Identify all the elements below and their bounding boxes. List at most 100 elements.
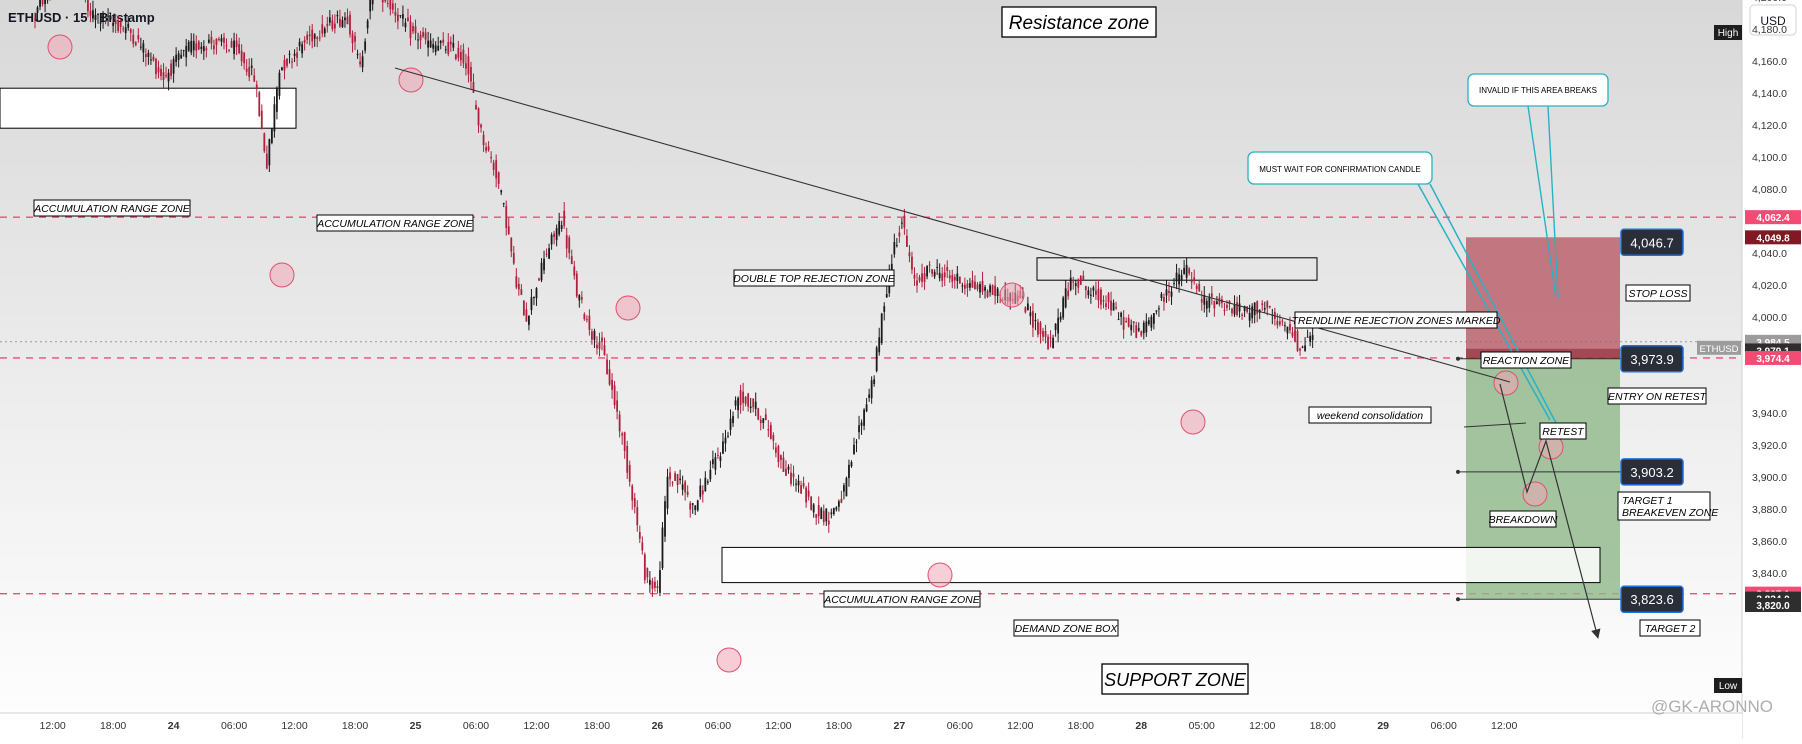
candle-body [1312,335,1314,340]
candle-body [750,407,752,408]
resistance-zone-text: Resistance zone [1009,13,1149,34]
candle-body [924,273,926,282]
candle-body [173,59,175,74]
symbol-tag-label: ETHUSD [1699,344,1738,355]
candle-body [294,54,296,56]
candle-body [1307,337,1309,338]
candle-body [218,39,220,40]
time-tick-label: 12:00 [39,720,65,732]
candle-body [853,445,855,454]
candle-body [286,59,288,66]
candle-body [873,379,875,384]
candle-body [223,37,225,42]
candle-body [1284,325,1286,326]
candle-body [641,542,643,550]
candle-body [987,291,989,297]
candle-body [783,458,785,472]
candle-body [621,434,623,436]
candle-body [190,41,192,53]
demand-zone-box [722,547,1600,582]
candle-body [158,67,160,72]
candle-body [551,235,553,245]
candle-body [1261,303,1263,305]
candle-body [226,45,228,46]
support-zone-text: SUPPORT ZONE [1104,670,1247,690]
accumulation-label-1: ACCUMULATION RANGE ZONE [33,203,191,215]
candle-body [1108,293,1110,302]
candle-body [871,380,873,398]
candle-body [694,505,696,510]
candle-body [1037,322,1039,335]
candle-body [198,42,200,50]
candle-body [319,38,321,39]
candle-body [463,50,465,64]
candle-body [402,14,404,18]
candle-body [1292,332,1294,336]
candle-body [1173,283,1175,284]
candle-body [810,497,812,510]
candle-body [546,254,548,255]
candle-body [238,44,240,53]
candle-body [372,0,374,4]
candle-body [662,527,664,568]
candle-body [1234,305,1236,315]
candle-body [626,446,628,473]
candle-body [596,345,598,349]
entry-line-dot [1456,357,1460,361]
candle-body [304,40,306,42]
candle-body [1032,311,1034,327]
candle-body [752,399,754,408]
time-tick-label: 12:00 [765,720,791,732]
candle-body [316,37,318,39]
candle-body [513,253,515,264]
candle-body [251,66,253,68]
candle-body [1062,298,1064,318]
candle-body [1183,268,1185,274]
candle-body [447,42,449,54]
candle-body [568,237,570,253]
candle-body [636,507,638,525]
candle-body [1105,303,1107,307]
price-axis-tag-label: 3,820.0 [1756,601,1790,612]
candle-body [941,274,943,281]
candle-body [654,582,656,588]
time-tick-label: 12:00 [281,720,307,732]
candle-body [1080,276,1082,285]
candle-body [1065,288,1067,307]
candle-body [178,53,180,59]
price-tick-label: 3,880.0 [1752,504,1787,516]
candle-body [576,274,578,297]
candle-body [954,277,956,281]
candle-body [601,337,603,341]
price-tick-label: 4,020.0 [1752,280,1787,292]
candle-body [1297,331,1299,351]
candle-body [536,288,538,298]
candle-body [790,473,792,484]
candle-body [672,482,674,483]
candle-body [394,12,396,16]
stop-loss-label: STOP LOSS [1629,288,1688,300]
candle-body [279,73,281,96]
candle-body [725,438,727,444]
candle-body [856,442,858,443]
candle-body [1188,269,1190,274]
candle-body [183,50,185,51]
candle-body [175,55,177,62]
high-chip-label: High [1718,28,1739,39]
candle-body [452,43,454,48]
price-axis-tag-label: 3,974.4 [1756,354,1790,365]
candle-body [757,408,759,419]
candle-body [553,234,555,238]
candle-body [876,348,878,371]
candle-body [866,404,868,411]
candle-body [674,473,676,481]
circle-accumulation-low [928,563,952,587]
candle-body [112,23,114,26]
candle-body [659,570,661,593]
candle-body [644,554,646,580]
candle-body [946,267,948,271]
candle-body [195,43,197,50]
candle-body [1176,273,1178,282]
candle-body [211,37,213,44]
